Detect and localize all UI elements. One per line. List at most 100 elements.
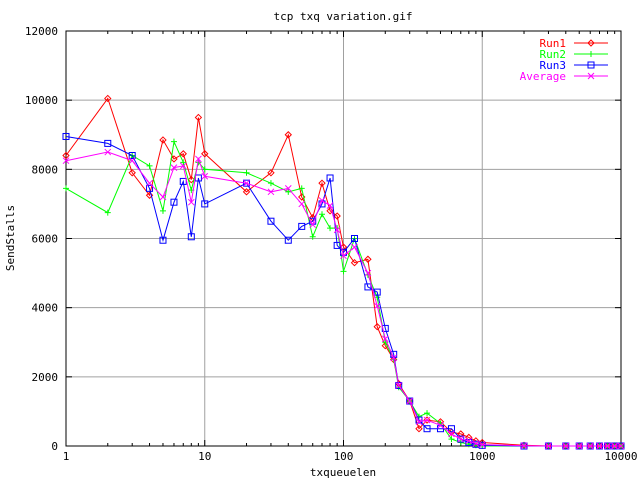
series-group — [62, 94, 625, 450]
data-point-plus — [309, 233, 316, 240]
data-point-cross — [159, 193, 167, 201]
data-point-diamond — [350, 259, 359, 267]
data-point-plus — [180, 159, 187, 166]
legend-entry-run1: Run1 — [540, 37, 608, 50]
data-point-diamond — [373, 322, 381, 331]
data-point-diamond — [318, 179, 326, 187]
data-point-cross — [562, 442, 570, 450]
data-point-cross — [472, 440, 480, 447]
data-point-diamond — [333, 212, 341, 220]
data-point-cross — [617, 442, 625, 450]
data-point-plus — [170, 138, 177, 145]
data-point-cross — [381, 335, 389, 343]
data-point-square — [350, 235, 358, 242]
x-axis-label: txqueuelen — [310, 466, 376, 479]
legend-label: Run1 — [540, 37, 567, 50]
x-tick-label: 1 — [63, 450, 70, 463]
data-point-cross — [298, 200, 306, 208]
data-point-cross — [170, 164, 178, 171]
data-point-diamond — [326, 207, 334, 215]
data-point-square — [457, 435, 465, 443]
data-point-cross — [586, 442, 594, 450]
y-tick-label: 10000 — [25, 94, 58, 107]
data-point-cross — [146, 179, 153, 187]
data-point-plus — [104, 209, 111, 216]
x-tick-label: 100 — [334, 450, 354, 463]
data-point-diamond — [381, 342, 389, 350]
data-point-cross — [340, 252, 347, 260]
data-point-cross — [326, 202, 334, 209]
data-point-diamond — [587, 39, 595, 47]
data-point-cross — [457, 435, 465, 443]
data-point-cross — [351, 243, 358, 251]
x-tick-label: 10 — [198, 450, 211, 463]
data-point-square — [159, 236, 167, 244]
y-tick-label: 6000 — [32, 233, 59, 246]
legend-label: Run3 — [540, 59, 567, 72]
data-point-diamond — [415, 425, 423, 433]
data-point-square — [447, 425, 455, 433]
data-point-cross — [284, 185, 292, 192]
legend-entry-average: Average — [520, 70, 608, 83]
data-point-cross — [478, 441, 486, 448]
data-point-square — [364, 283, 372, 291]
data-point-square — [298, 222, 306, 230]
y-tick-label: 2000 — [32, 371, 59, 384]
data-point-square — [326, 174, 334, 182]
data-point-cross — [318, 197, 326, 204]
data-point-cross — [104, 148, 112, 156]
y-axis-label: SendStalls — [4, 205, 17, 271]
data-point-cross — [62, 157, 70, 165]
y-tick-label: 4000 — [32, 302, 59, 315]
data-point-square — [267, 217, 275, 225]
data-point-plus — [159, 207, 166, 214]
data-point-diamond — [159, 136, 167, 144]
grid — [66, 31, 621, 446]
data-point-cross — [373, 302, 381, 310]
data-point-square — [62, 132, 70, 140]
data-point-square — [415, 416, 423, 424]
data-point-plus — [146, 162, 153, 169]
data-point-cross — [243, 179, 250, 187]
data-point-plus — [319, 211, 326, 218]
axis-ticks: 1 10 100 1000 10000 0 2000 4000 6000 8000 10000 120… — [25, 25, 638, 463]
data-point-plus — [340, 268, 347, 275]
data-point-cross — [423, 416, 431, 424]
data-point-cross — [406, 397, 414, 405]
data-point-cross — [179, 162, 187, 170]
data-point-plus — [298, 185, 305, 192]
data-point-plus — [424, 410, 431, 417]
data-point-diamond — [284, 131, 292, 139]
data-point-cross — [448, 430, 455, 438]
legend-label: Run2 — [540, 48, 567, 61]
series-average — [62, 148, 625, 450]
data-point-cross — [187, 198, 195, 206]
data-point-diamond — [170, 155, 178, 163]
data-point-diamond — [62, 151, 70, 160]
data-point-square — [146, 184, 154, 192]
data-point-cross — [195, 155, 202, 163]
x-tick-label: 10000 — [604, 450, 637, 463]
data-point-plus — [285, 188, 292, 195]
data-point-square — [478, 441, 486, 449]
data-point-cross — [575, 442, 583, 450]
x-tick-label: 1000 — [469, 450, 496, 463]
legend-entry-run2: Run2 — [540, 48, 608, 61]
data-point-square — [465, 439, 473, 447]
data-point-cross — [267, 188, 275, 196]
data-point-plus — [588, 51, 594, 57]
data-point-diamond — [364, 255, 372, 263]
data-point-plus — [327, 225, 334, 232]
data-point-cross — [333, 226, 341, 234]
data-point-cross — [128, 157, 136, 165]
data-point-square — [373, 288, 381, 296]
data-point-cross — [587, 72, 595, 80]
data-point-cross — [309, 221, 317, 229]
data-point-cross — [201, 172, 209, 180]
data-point-square — [423, 425, 431, 433]
data-point-cross — [545, 442, 552, 450]
data-point-cross — [395, 382, 403, 389]
data-point-plus — [63, 185, 69, 192]
